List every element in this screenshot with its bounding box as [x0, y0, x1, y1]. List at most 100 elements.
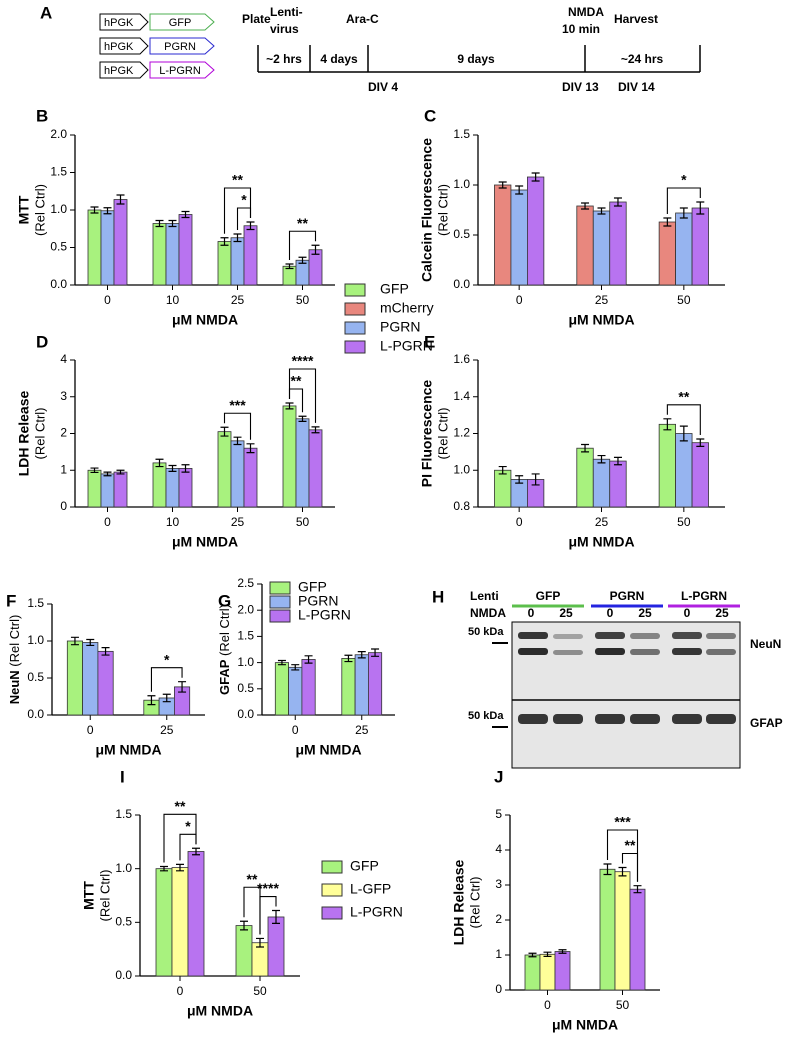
- y-tick-label: 0.5: [237, 681, 254, 695]
- y-axis-title: GFAP (Rel Ctrl): [217, 604, 232, 695]
- bar: [658, 221, 677, 286]
- interval: 4 days: [320, 52, 358, 66]
- significance-label: **: [297, 215, 308, 231]
- error-bar: [178, 681, 187, 693]
- y-tick-label: 0: [60, 499, 67, 513]
- error-bar: [613, 456, 622, 466]
- lenti-group: GFP: [536, 589, 561, 603]
- significance-bracket: [606, 829, 639, 882]
- error-bar: [181, 210, 190, 219]
- significance-label: **: [175, 798, 186, 814]
- bar: [494, 184, 512, 286]
- timeline: [257, 45, 701, 73]
- error-bar: [696, 438, 705, 447]
- x-axis-title: μM NMDA: [187, 1003, 253, 1019]
- y-axis-subtitle: (Rel Ctrl): [435, 184, 450, 236]
- bar: [187, 851, 205, 977]
- error-bar: [147, 695, 156, 706]
- error-bar: [515, 185, 524, 195]
- error-bar: [285, 263, 294, 270]
- x-tick-label: 25: [595, 515, 609, 529]
- error-bar: [233, 436, 242, 446]
- y-tick-label: 1.0: [453, 462, 470, 476]
- significance-bracket: [243, 886, 261, 935]
- legend-label: PGRN: [298, 593, 338, 609]
- y-axis-title-unit: (Rel Ctrl): [7, 615, 22, 667]
- x-tick-label: 25: [231, 515, 245, 529]
- error-bar: [679, 425, 688, 442]
- legend-swatch: [344, 283, 366, 297]
- y-tick-label: 1.0: [237, 655, 254, 669]
- error-bar: [86, 638, 95, 647]
- error-bar: [246, 221, 255, 231]
- significance-bracket: [150, 667, 183, 692]
- legend-swatch: [321, 883, 343, 897]
- gene-box: [149, 61, 215, 79]
- band: [553, 650, 583, 655]
- y-tick-label: 0.0: [115, 968, 132, 982]
- error-bar: [90, 206, 99, 214]
- bar: [165, 223, 180, 286]
- y-tick-label: 3: [60, 389, 67, 403]
- bar: [599, 868, 616, 991]
- x-tick-label: 0: [516, 515, 523, 529]
- bar: [113, 199, 128, 286]
- lenti-group: PGRN: [610, 589, 645, 603]
- bar: [354, 654, 369, 716]
- bar: [691, 207, 709, 286]
- panel-letter: A: [40, 3, 52, 22]
- x-tick-label: 25: [595, 293, 609, 307]
- x-tick-label: 0: [87, 723, 94, 737]
- error-bar: [597, 207, 606, 215]
- error-bar: [663, 217, 672, 227]
- error-bar: [498, 465, 507, 475]
- bar: [658, 423, 677, 508]
- y-axis-title: MTT: [16, 195, 32, 224]
- bar: [576, 447, 594, 508]
- error-bar: [531, 172, 540, 182]
- y-tick-label: 0.5: [453, 227, 470, 241]
- significance-bracket: [223, 187, 252, 234]
- error-bar: [277, 659, 286, 666]
- lenti-group: L-PGRN: [681, 589, 727, 603]
- bar: [217, 431, 232, 508]
- y-axis-title: NeuN (Rel Ctrl): [7, 615, 22, 705]
- error-bar: [256, 937, 264, 948]
- promoter-label: hPGK: [104, 41, 134, 53]
- y-tick-label: 0.5: [115, 915, 132, 929]
- error-bar: [311, 426, 320, 434]
- error-bar: [101, 647, 110, 656]
- bar: [510, 189, 528, 286]
- band: [518, 648, 548, 655]
- significance-label: **: [678, 389, 689, 405]
- interval: 9 days: [457, 52, 495, 66]
- y-tick-label: 0.5: [50, 240, 67, 254]
- significance-label: ***: [229, 397, 246, 413]
- bar: [367, 652, 383, 716]
- bar: [592, 458, 611, 508]
- bar: [527, 176, 545, 286]
- error-bar: [291, 664, 300, 671]
- error-bar: [558, 949, 567, 954]
- error-bar: [543, 951, 552, 957]
- interval: ~2 hrs: [266, 52, 302, 66]
- band: [553, 634, 583, 639]
- bar: [592, 210, 611, 286]
- band: [553, 714, 583, 724]
- significance-label: *: [241, 192, 247, 208]
- promoter-box: [99, 37, 149, 55]
- legend-swatch: [344, 321, 366, 335]
- bar: [614, 871, 631, 991]
- error-bar: [240, 920, 248, 931]
- band: [672, 632, 702, 639]
- dose-label: 0: [684, 606, 691, 620]
- x-tick-label: 10: [166, 515, 180, 529]
- bar: [235, 925, 253, 977]
- event: NMDA: [568, 5, 604, 19]
- error-bar: [597, 454, 606, 464]
- bar: [82, 642, 99, 716]
- error-bar: [371, 648, 380, 657]
- event: Ara-C: [346, 12, 379, 26]
- error-bar: [581, 202, 590, 210]
- y-axis-subtitle: (Rel Ctrl): [32, 408, 47, 460]
